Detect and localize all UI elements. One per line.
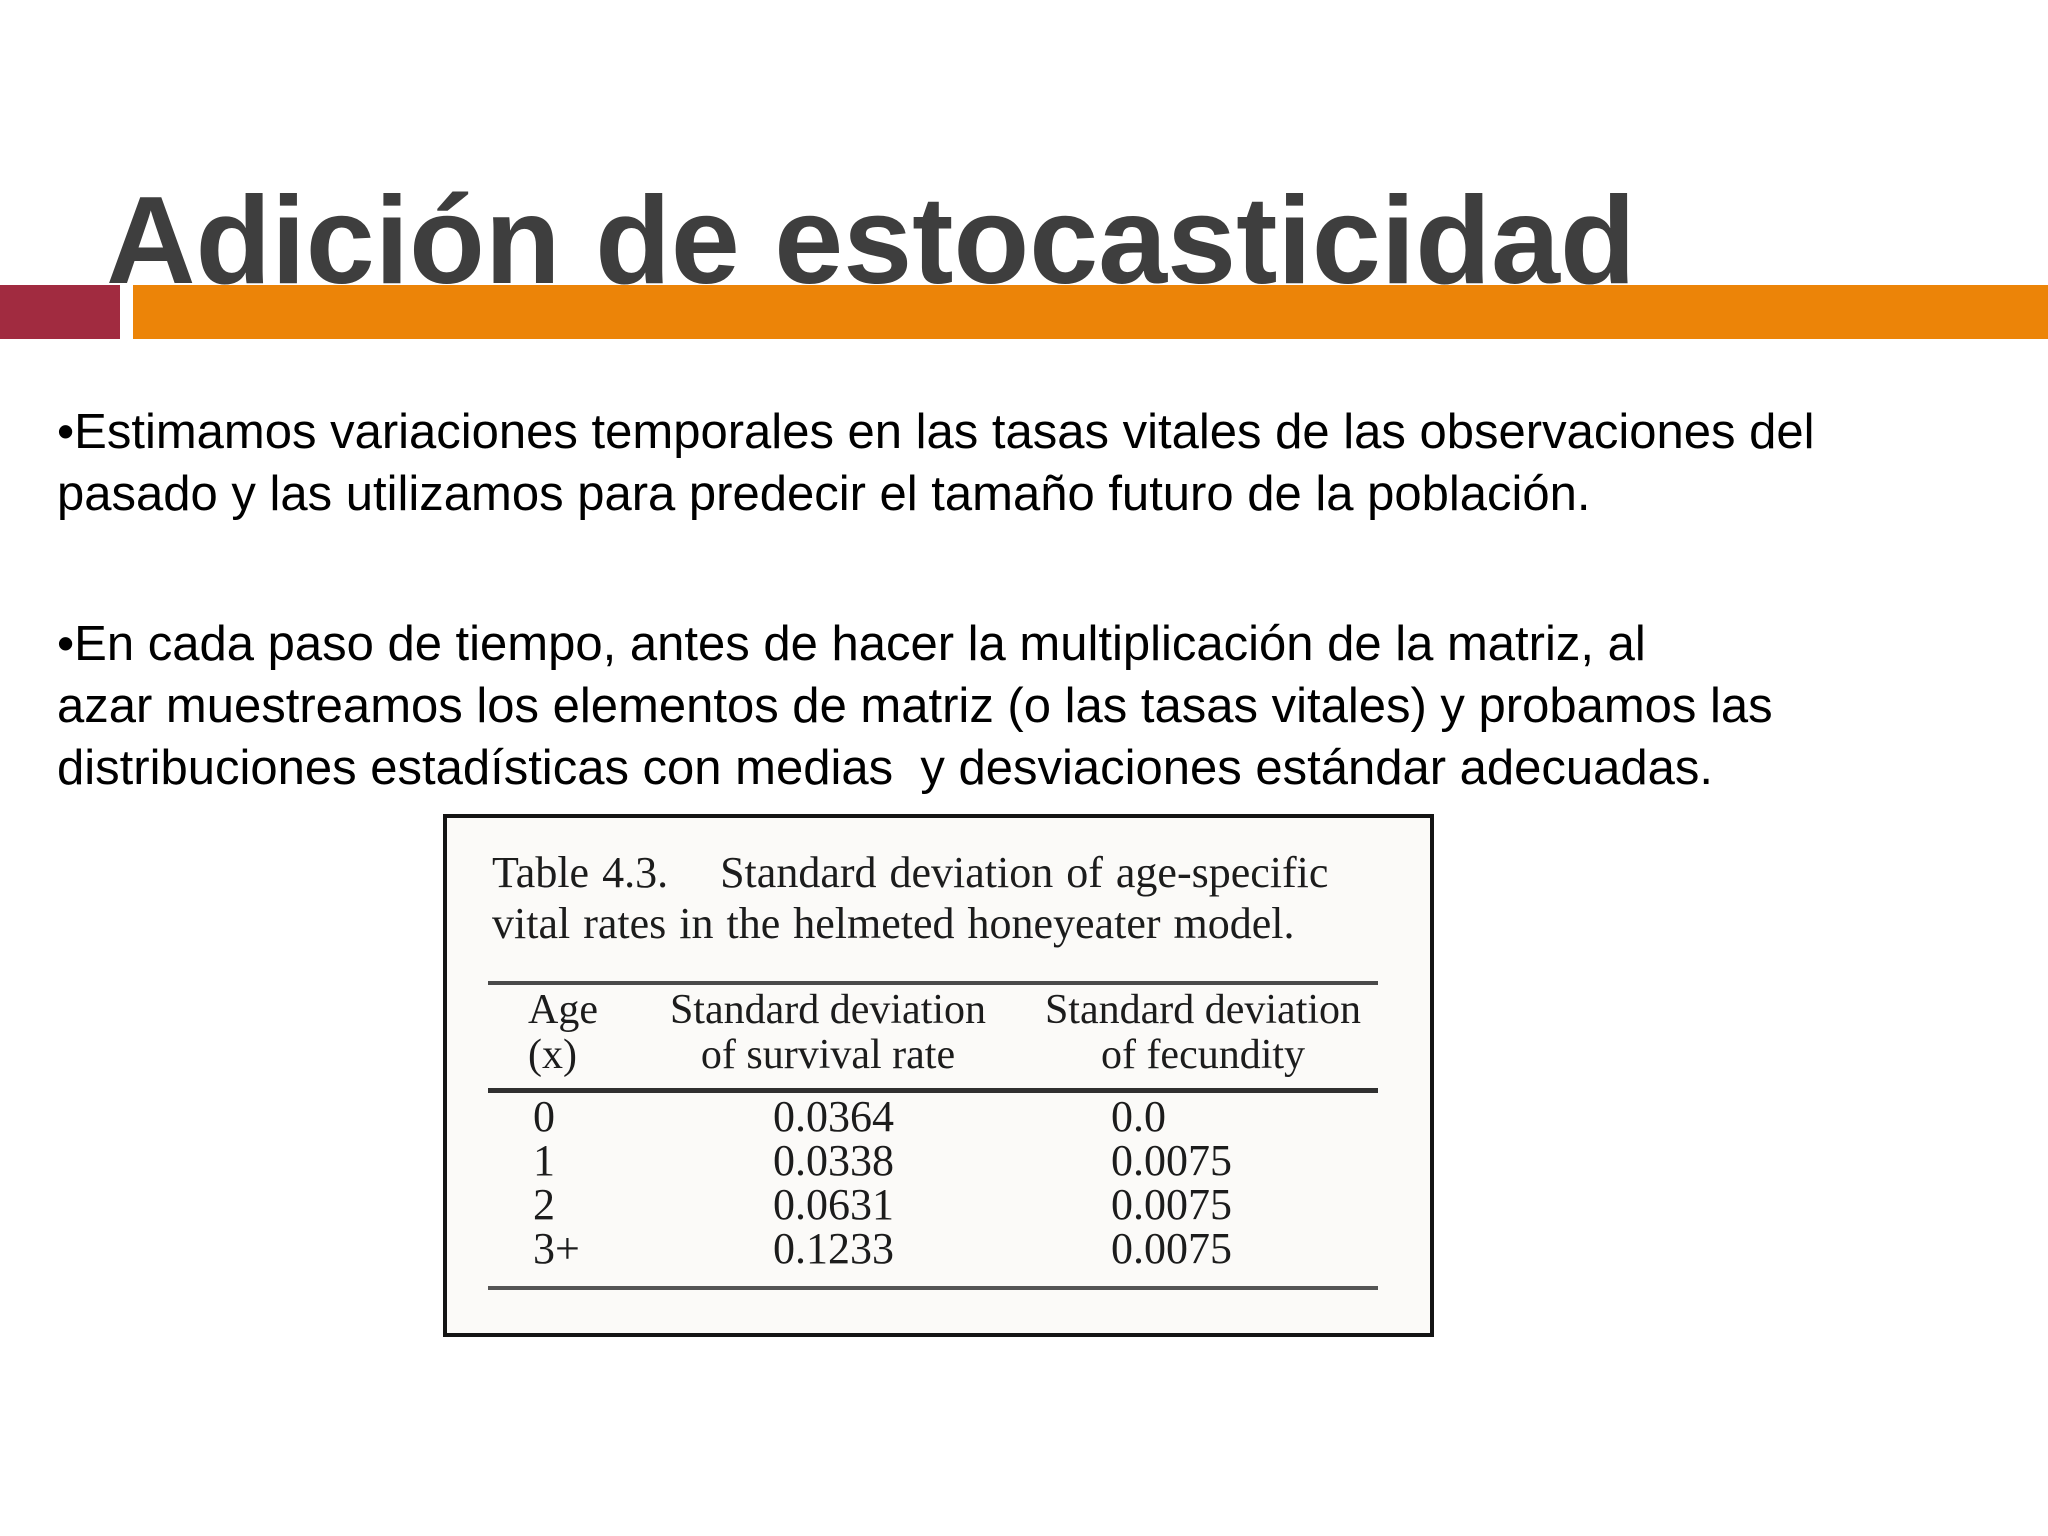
column-header-age: Age (x) — [528, 987, 598, 1078]
table-cell: 0.0075 — [1111, 1224, 1232, 1273]
table-rule-bottom — [488, 1286, 1378, 1290]
page-title: Adición de estocasticidad — [106, 172, 1636, 311]
table-row: 1 0.0338 0.0075 — [447, 1139, 1430, 1183]
table-cell: 0.0075 — [1111, 1136, 1232, 1185]
bullet-paragraph-1: •Estimamos variaciones temporales en las… — [57, 405, 1815, 521]
table-cell: 0.0631 — [773, 1180, 894, 1229]
table-row: 2 0.0631 0.0075 — [447, 1183, 1430, 1227]
table-cell: 1 — [533, 1136, 555, 1185]
table-rows: 0 0.0364 0.0 1 0.0338 0.0075 2 0.0631 0.0075 3+ 0.… — [447, 1095, 1430, 1271]
accent-bar-orange — [133, 285, 2048, 339]
accent-bar-maroon — [0, 285, 120, 339]
table-cell: 0.0 — [1111, 1092, 1166, 1141]
table-cell: 0.1233 — [773, 1224, 894, 1273]
table-cell: 0.0364 — [773, 1092, 894, 1141]
table-row: 0 0.0364 0.0 — [447, 1095, 1430, 1139]
table-cell: 3+ — [533, 1224, 580, 1273]
column-header-fecundity: Standard deviation of fecundity — [1044, 987, 1362, 1078]
table-rule-header — [488, 1088, 1378, 1093]
table-caption: Table 4.3. Standard deviation of age-spe… — [492, 848, 1329, 948]
table-row: 3+ 0.1233 0.0075 — [447, 1227, 1430, 1271]
table-figure: Table 4.3. Standard deviation of age-spe… — [443, 814, 1434, 1337]
table-cell: 0.0075 — [1111, 1180, 1232, 1229]
column-header-survival: Standard deviation of survival rate — [669, 987, 987, 1078]
bullet-paragraph-2: •En cada paso de tiempo, antes de hacer … — [57, 617, 1773, 795]
table-rule-top — [488, 981, 1378, 985]
table-cell: 2 — [533, 1180, 555, 1229]
table-cell: 0 — [533, 1092, 555, 1141]
table-cell: 0.0338 — [773, 1136, 894, 1185]
